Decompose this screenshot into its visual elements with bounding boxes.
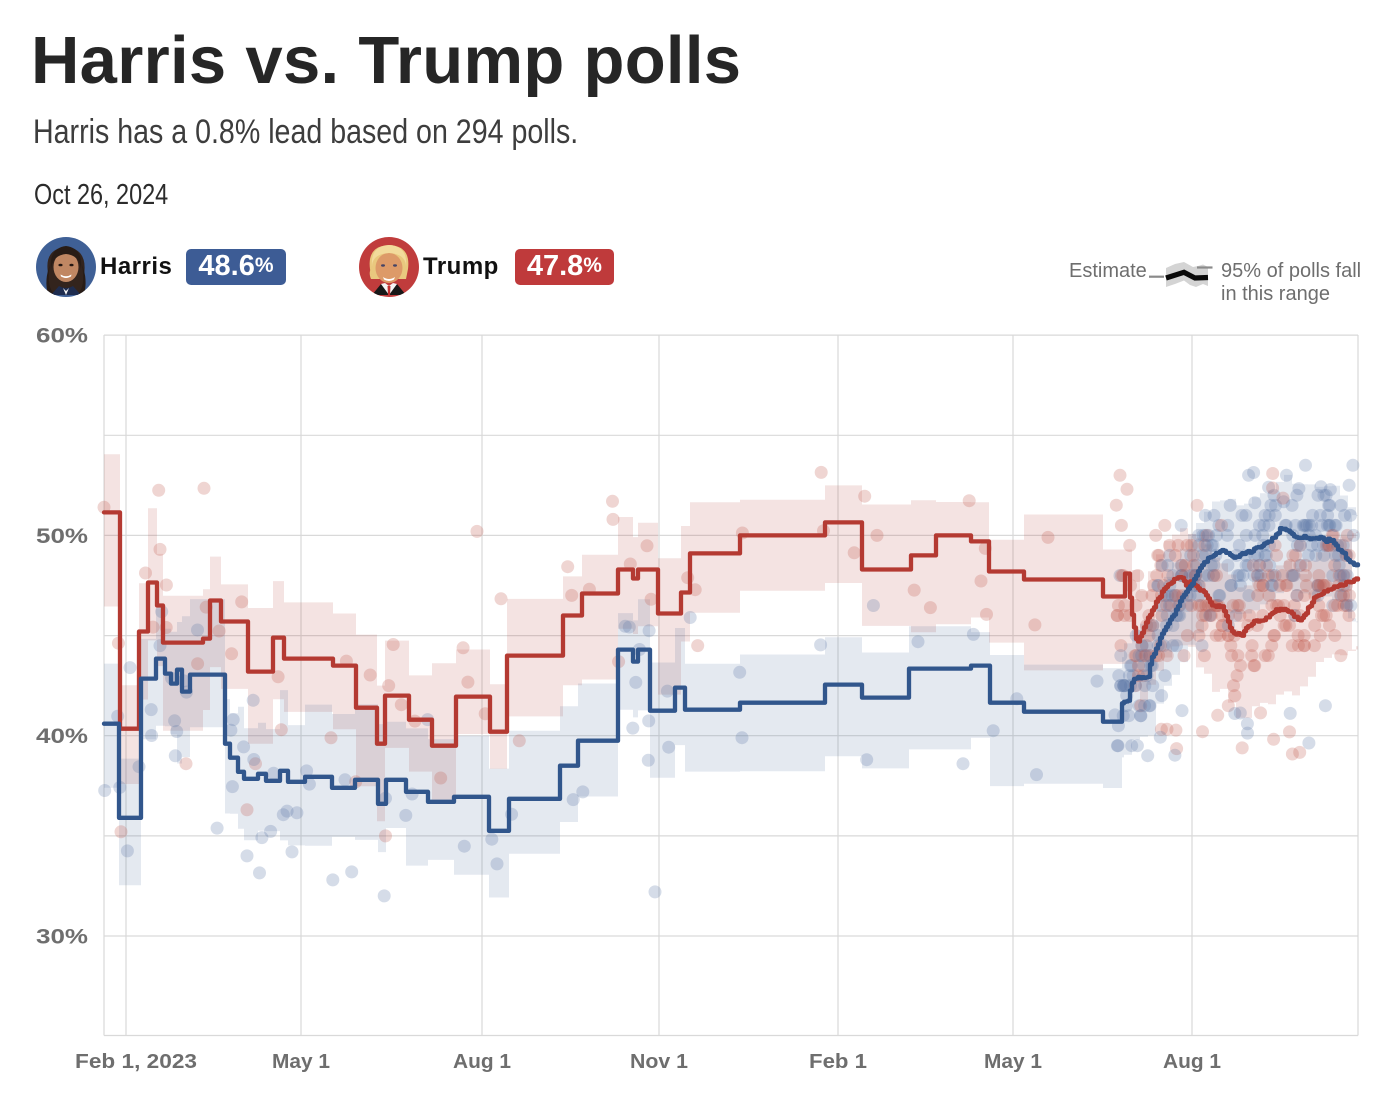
svg-text:Aug 1: Aug 1 [453, 1050, 511, 1073]
svg-text:40%: 40% [36, 725, 88, 748]
svg-text:May 1: May 1 [984, 1050, 1042, 1073]
svg-text:Feb 1: Feb 1 [809, 1050, 867, 1073]
svg-text:60%: 60% [36, 325, 88, 348]
svg-text:Feb 1, 2023: Feb 1, 2023 [75, 1050, 197, 1073]
svg-text:50%: 50% [36, 525, 88, 548]
svg-text:May 1: May 1 [272, 1050, 330, 1073]
svg-text:30%: 30% [36, 926, 88, 949]
svg-text:Nov 1: Nov 1 [630, 1050, 688, 1073]
svg-text:Aug 1: Aug 1 [1163, 1050, 1221, 1073]
